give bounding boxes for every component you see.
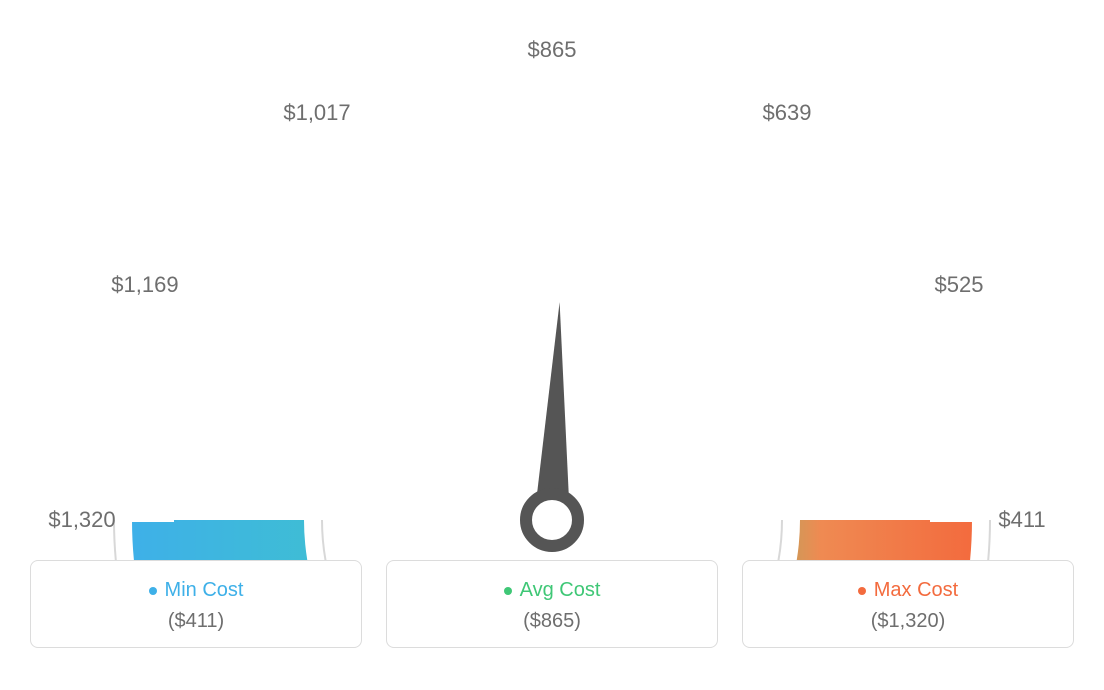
legend-row: Min Cost ($411) Avg Cost ($865) Max Cost… (0, 560, 1104, 672)
legend-value-min: ($411) (31, 610, 361, 633)
gauge-tick-label: $525 (935, 272, 984, 298)
legend-value-max: ($1,320) (743, 610, 1073, 633)
legend-card-max: Max Cost ($1,320) (742, 560, 1074, 648)
gauge-chart: $411 $525 $639 $865 $1,017 $1,169 $1,320 (0, 0, 1104, 560)
legend-card-min: Min Cost ($411) (30, 560, 362, 648)
gauge-tick-label: $1,320 (48, 507, 115, 533)
legend-dot-max (858, 587, 866, 595)
gauge-tick-label: $639 (763, 100, 812, 126)
legend-dot-avg (504, 587, 512, 595)
legend-dot-min (149, 587, 157, 595)
legend-card-avg: Avg Cost ($865) (386, 560, 718, 648)
gauge-tick-label: $1,169 (111, 272, 178, 298)
legend-title-avg: Avg Cost (504, 579, 601, 602)
gauge-tick-label: $411 (998, 507, 1045, 533)
legend-title-max-text: Max Cost (874, 579, 958, 602)
legend-title-min-text: Min Cost (165, 579, 244, 602)
legend-title-max: Max Cost (858, 579, 958, 602)
legend-title-min: Min Cost (149, 579, 244, 602)
legend-title-avg-text: Avg Cost (520, 579, 601, 602)
gauge-tick-label: $1,017 (283, 100, 350, 126)
gauge-tick-label: $865 (528, 37, 577, 63)
legend-value-avg: ($865) (387, 610, 717, 633)
